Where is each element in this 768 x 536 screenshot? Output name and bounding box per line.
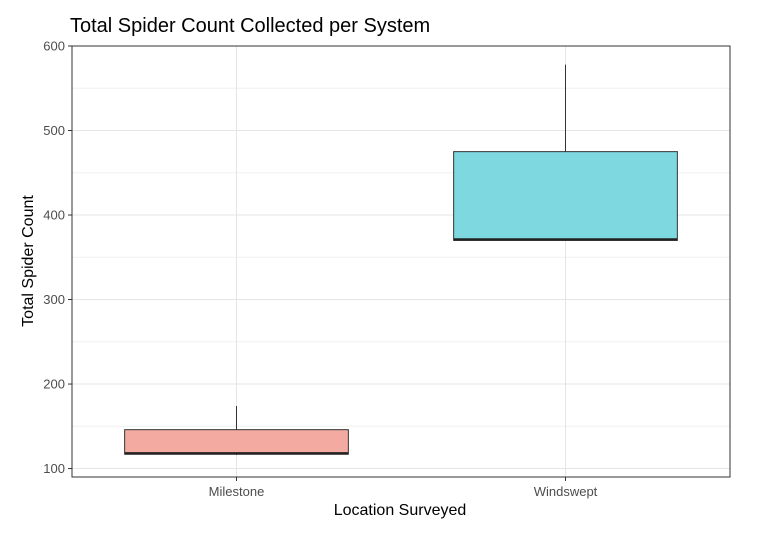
- y-axis-title: Total Spider Count: [20, 195, 37, 327]
- x-axis-title: Location Surveyed: [334, 502, 467, 519]
- plot-panel-border: [71, 45, 731, 478]
- y-tick-label: 200: [43, 377, 65, 392]
- y-tick-label: 500: [43, 123, 65, 138]
- y-tick-label: 100: [43, 461, 65, 476]
- box-iqr: [124, 429, 349, 455]
- grid: [72, 45, 730, 477]
- box-iqr: [453, 151, 678, 241]
- x-tick-label: Milestone: [209, 484, 265, 499]
- x-axis-ticks: Milestone Windswept: [209, 477, 598, 499]
- y-tick-label: 300: [43, 292, 65, 307]
- y-tick-label: 600: [43, 39, 65, 54]
- box-windswept: [453, 64, 678, 241]
- box-milestone: [124, 406, 349, 456]
- chart-title: Total Spider Count Collected per System: [70, 15, 430, 37]
- y-tick-label: 400: [43, 208, 65, 223]
- boxes: [124, 64, 678, 456]
- x-tick-label: Windswept: [534, 484, 598, 499]
- y-axis-ticks: 100 200 300 400 500 600: [43, 39, 72, 476]
